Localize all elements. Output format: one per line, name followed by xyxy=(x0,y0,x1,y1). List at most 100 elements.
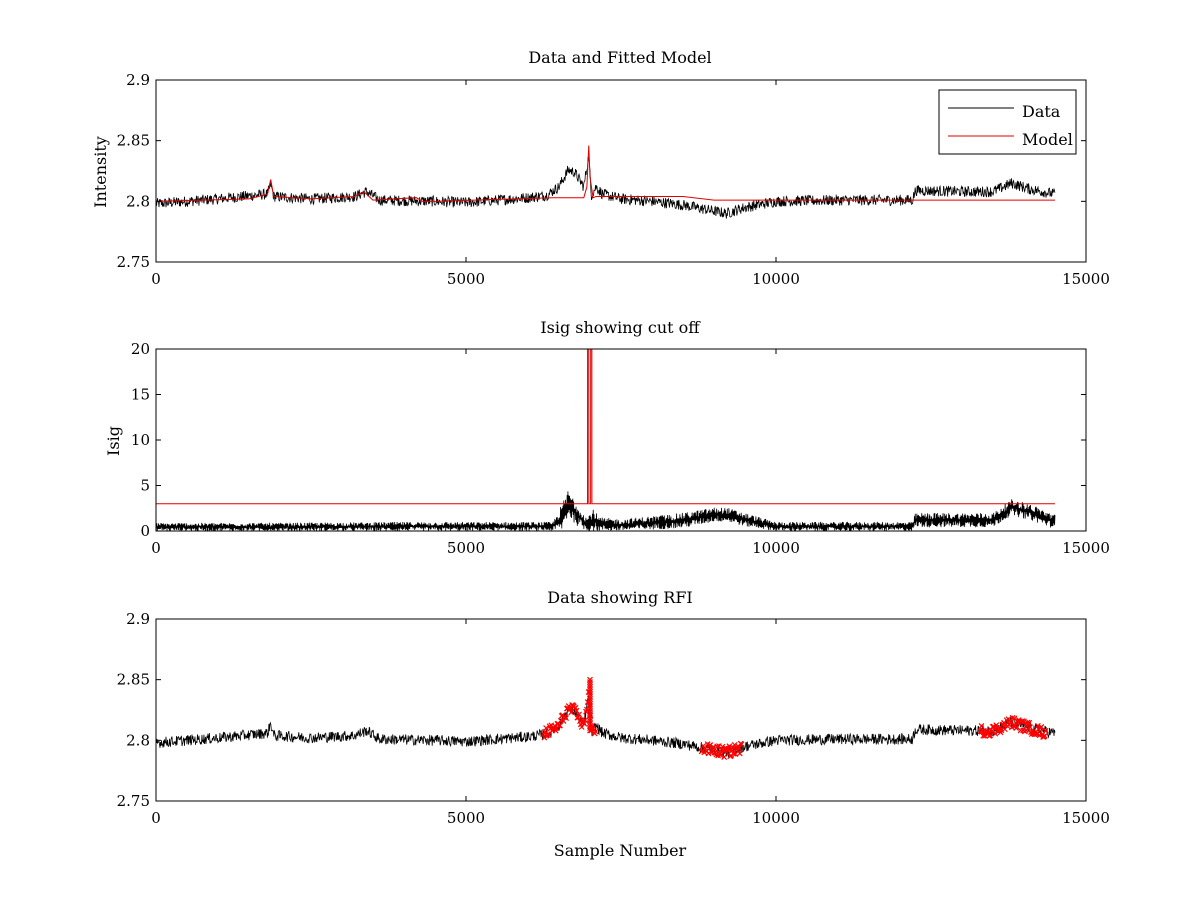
panel-2-xtick-label: 15000 xyxy=(1062,539,1110,557)
rfi-marker xyxy=(736,750,743,757)
rfi-marker xyxy=(710,744,717,751)
rfi-marker xyxy=(1009,714,1016,721)
rfi-marker xyxy=(592,728,599,735)
legend-label-data: Data xyxy=(1022,102,1061,121)
rfi-marker xyxy=(587,688,593,695)
rfi-marker xyxy=(587,705,593,712)
legend-label-model: Model xyxy=(1022,130,1073,149)
rfi-marker xyxy=(726,743,733,750)
rfi-marker xyxy=(587,727,593,734)
panel-3-ytick-label: 2.8 xyxy=(126,731,150,749)
panel-3-xlabel: Sample Number xyxy=(554,841,687,860)
rfi-marker xyxy=(738,741,745,748)
panel-data-showing-rfi: Data showing RFI Sample Number 0 5000 1000… xyxy=(117,588,1110,860)
rfi-marker xyxy=(582,717,589,724)
panel-1-ytick-label: 2.9 xyxy=(126,71,150,89)
rfi-marker xyxy=(557,722,563,729)
panel-3-axes-frame xyxy=(155,618,1087,802)
rfi-marker xyxy=(987,732,994,739)
panel-1-ylabel: Intensity xyxy=(91,136,110,208)
panel-3-ytick-label: 2.75 xyxy=(117,792,150,810)
rfi-marker xyxy=(587,681,593,688)
rfi-marker xyxy=(977,728,984,735)
rfi-marker xyxy=(1027,724,1034,731)
rfi-marker xyxy=(982,732,988,739)
panel-3-series-group xyxy=(156,676,1056,761)
rfi-marker xyxy=(545,732,552,738)
panel-2-xtick-label: 5000 xyxy=(447,539,485,557)
panel-3-ytick-label: 2.9 xyxy=(126,610,150,628)
panel-1-title: Data and Fitted Model xyxy=(528,48,711,67)
rfi-marker xyxy=(1022,727,1029,734)
rfi-marker xyxy=(576,711,583,718)
rfi-marker xyxy=(587,679,593,686)
panel-3-ticks: 0 5000 10000 15000 2.75 2.8 2.85 2.9 xyxy=(117,610,1110,827)
rfi-marker xyxy=(587,708,593,715)
rfi-marker xyxy=(587,701,593,707)
panel-1-series-model xyxy=(156,145,1055,202)
panel-2-title: Isig showing cut off xyxy=(540,318,701,337)
panel-2-series-cut-off xyxy=(156,349,1055,505)
panel-2-ticks: 0 5000 10000 15000 0 5 10 15 20 xyxy=(131,340,1110,557)
panel-1-ytick-label: 2.8 xyxy=(126,192,150,210)
panel-2-plot-area xyxy=(156,349,1056,531)
rfi-marker xyxy=(587,725,593,732)
rfi-marker xyxy=(1026,719,1033,726)
rfi-marker xyxy=(587,715,593,722)
legend-box xyxy=(938,89,1077,155)
panel-3-series-data xyxy=(156,694,1056,758)
rfi-marker xyxy=(587,717,593,724)
rfi-marker xyxy=(587,698,593,705)
rfi-marker xyxy=(732,751,739,758)
panel-2-ytick-label: 15 xyxy=(131,386,150,404)
rfi-marker xyxy=(700,742,707,749)
panel-1-axes-frame xyxy=(155,79,1087,263)
rfi-marker xyxy=(587,684,593,690)
panel-1-ticks: 0 5000 10000 15000 2.75 2.8 2.85 2.9 xyxy=(117,71,1110,288)
rfi-marker xyxy=(1019,718,1026,724)
panel-2-ylabel: Isig xyxy=(104,426,123,456)
rfi-marker xyxy=(1042,727,1049,734)
rfi-marker xyxy=(1021,718,1027,725)
rfi-marker xyxy=(587,691,593,698)
rfi-marker xyxy=(1013,725,1020,732)
panel-3-ytick-label: 2.85 xyxy=(117,671,150,689)
panel-isig-showing-cut-off: Isig showing cut off Isig 0 5000 10000 1500… xyxy=(104,318,1110,557)
panel-1-plot-area xyxy=(156,145,1056,219)
panel-3-xtick-label: 0 xyxy=(151,809,161,827)
panel-2-xtick-label: 0 xyxy=(151,539,161,557)
rfi-marker xyxy=(730,750,737,757)
panel-3-series-rfi-segment-2 xyxy=(698,740,745,761)
panel-3-title: Data showing RFI xyxy=(547,588,692,607)
rfi-marker xyxy=(587,676,593,683)
panel-1-xtick-label: 5000 xyxy=(447,270,485,288)
rfi-marker xyxy=(587,722,593,729)
panel-3-plot-area xyxy=(156,676,1056,761)
panel-2-ytick-label: 0 xyxy=(140,522,150,540)
panel-1-ytick-label: 2.75 xyxy=(117,253,150,271)
rfi-marker xyxy=(587,696,593,703)
panel-data-and-fitted-model: Data and Fitted Model Intensity 0 5000 100… xyxy=(91,48,1110,288)
rfi-marker xyxy=(587,720,593,727)
panel-2-series-group xyxy=(156,349,1056,531)
panel-2-ytick-label: 10 xyxy=(131,431,150,449)
rfi-marker xyxy=(717,752,724,759)
panel-1-ytick-label: 2.85 xyxy=(117,132,150,150)
panel-3-xtick-label: 5000 xyxy=(447,809,485,827)
panel-1-xtick-label: 0 xyxy=(151,270,161,288)
panel-2-series-isig xyxy=(156,491,1056,531)
panel-2-xtick-label: 10000 xyxy=(752,539,800,557)
panel-2-ytick-label: 5 xyxy=(140,477,150,495)
panel-3-series-rfi-segment-3 xyxy=(977,714,1049,740)
rfi-marker xyxy=(729,744,736,751)
rfi-marker xyxy=(978,722,985,729)
rfi-marker xyxy=(587,703,593,710)
panel-2-ytick-label: 20 xyxy=(131,340,150,358)
rfi-marker xyxy=(563,715,569,721)
rfi-marker xyxy=(587,713,593,719)
panel-1-xtick-label: 15000 xyxy=(1062,270,1110,288)
rfi-marker xyxy=(587,710,593,717)
panel-1-series-data xyxy=(156,156,1056,219)
rfi-marker xyxy=(587,686,593,693)
